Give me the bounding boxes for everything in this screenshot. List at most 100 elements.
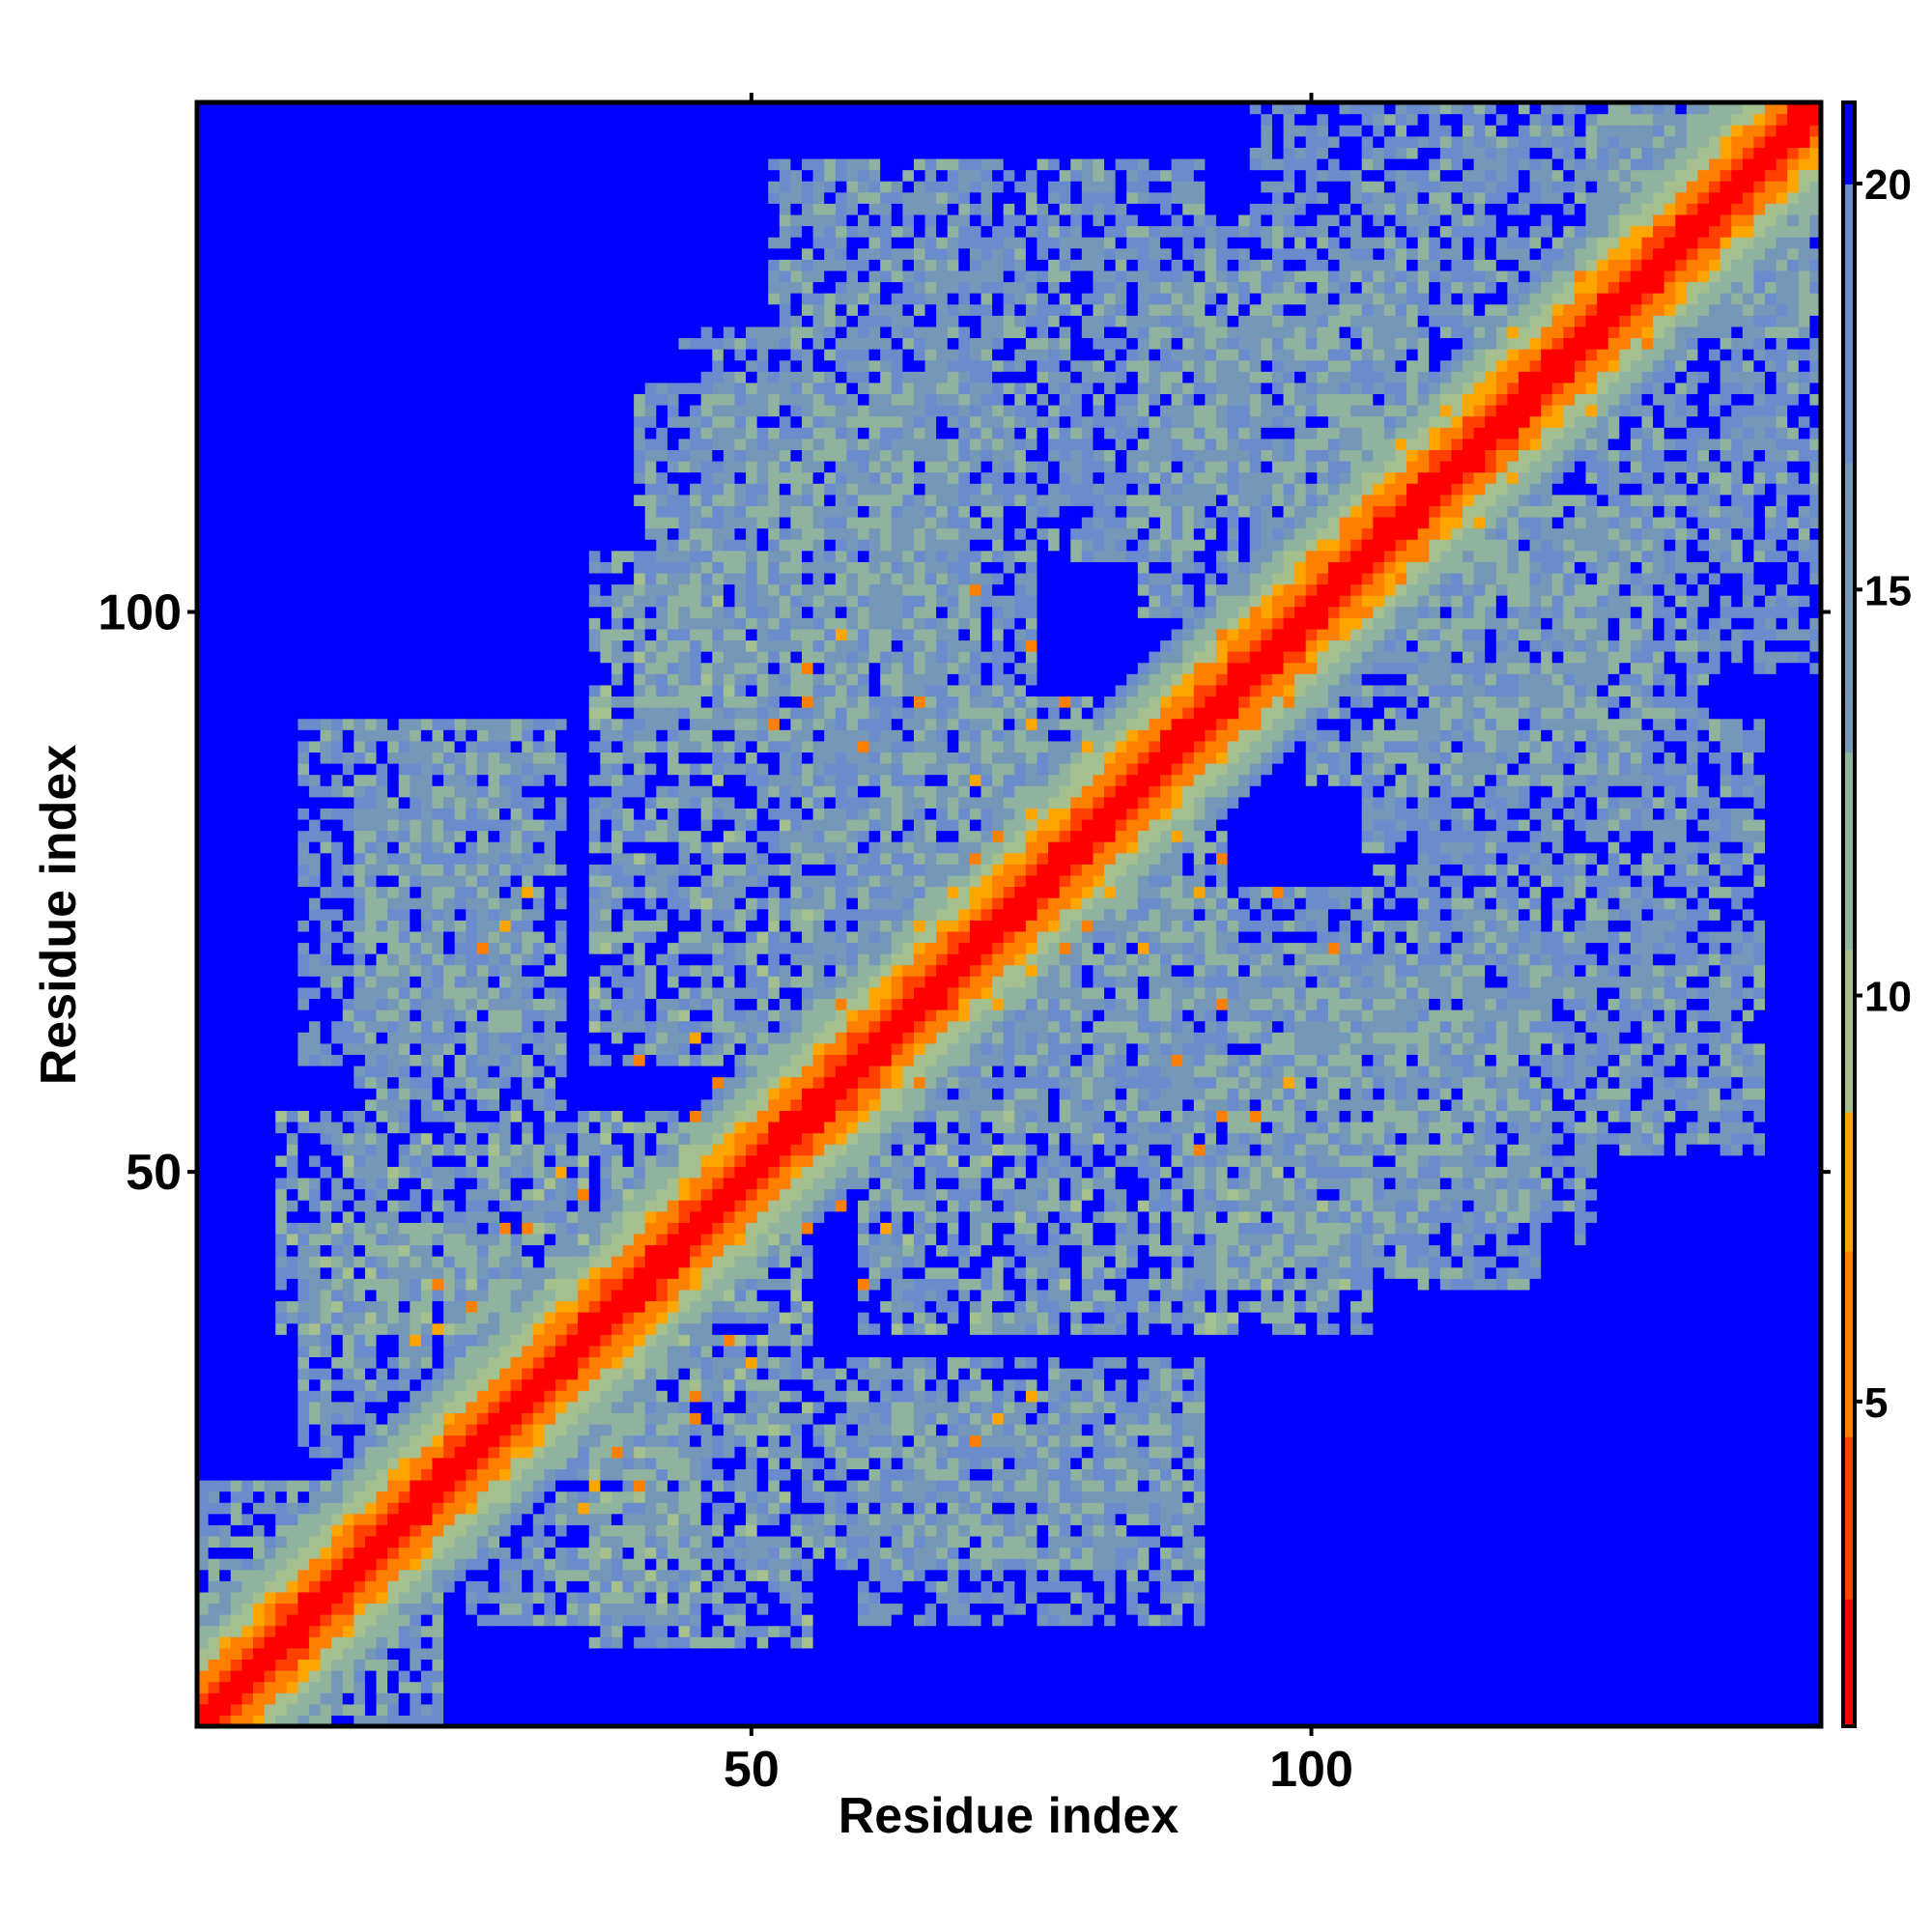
- heatmap-cell: [410, 1290, 421, 1301]
- heatmap-cell: [511, 1234, 523, 1245]
- heatmap-cell: [242, 584, 253, 596]
- heatmap-cell: [253, 1502, 265, 1514]
- heatmap-cell: [298, 595, 309, 607]
- heatmap-cell: [343, 864, 355, 875]
- heatmap-cell: [365, 752, 377, 763]
- heatmap-cell: [477, 1379, 489, 1391]
- heatmap-cell: [443, 427, 455, 439]
- heatmap-cell: [253, 1390, 265, 1402]
- heatmap-cell: [488, 797, 499, 809]
- heatmap-cell: [275, 1424, 287, 1435]
- heatmap-cell: [443, 170, 455, 182]
- heatmap-cell: [410, 785, 421, 797]
- heatmap-cell: [522, 483, 533, 495]
- heatmap-cell: [242, 304, 253, 316]
- heatmap-cell: [343, 349, 355, 360]
- heatmap-cell: [365, 931, 377, 943]
- heatmap-cell: [354, 158, 365, 170]
- heatmap-cell: [354, 573, 365, 584]
- heatmap-cell: [499, 393, 511, 405]
- heatmap-cell: [365, 1189, 377, 1201]
- heatmap-cell: [522, 897, 533, 909]
- heatmap-cell: [432, 1334, 443, 1346]
- heatmap-cell: [309, 953, 321, 965]
- heatmap-cell: [298, 752, 309, 763]
- heatmap-cell: [275, 1636, 287, 1648]
- heatmap-cell: [421, 158, 433, 170]
- heatmap-cell: [578, 1379, 589, 1391]
- heatmap-cell: [511, 785, 523, 797]
- heatmap-cell: [466, 965, 477, 977]
- heatmap-cell: [253, 741, 265, 753]
- heatmap-cell: [376, 673, 387, 685]
- heatmap-cell: [544, 1200, 555, 1211]
- heatmap-cell: [298, 1032, 309, 1043]
- heatmap-cell: [443, 875, 455, 887]
- heatmap-cell: [421, 607, 433, 618]
- heatmap-cell: [376, 1234, 387, 1245]
- heatmap-cell: [219, 617, 231, 629]
- heatmap-cell: [309, 1390, 321, 1402]
- heatmap-cell: [399, 1480, 411, 1492]
- heatmap-cell: [455, 1009, 467, 1021]
- heatmap-cell: [343, 595, 355, 607]
- heatmap-cell: [488, 819, 499, 831]
- heatmap-cell: [477, 1412, 489, 1424]
- heatmap-cell: [219, 987, 231, 999]
- heatmap-cell: [533, 147, 545, 158]
- heatmap-cell: [275, 1234, 287, 1245]
- heatmap-cell: [253, 1480, 265, 1492]
- heatmap-cell: [410, 1468, 421, 1480]
- heatmap-cell: [275, 942, 287, 953]
- heatmap-cell: [466, 170, 477, 182]
- heatmap-cell: [544, 1603, 555, 1614]
- heatmap-cell: [511, 1211, 523, 1223]
- heatmap-cell: [555, 1480, 567, 1492]
- heatmap-cell: [242, 887, 253, 898]
- heatmap-cell: [365, 1290, 377, 1301]
- heatmap-cell: [231, 259, 242, 270]
- heatmap-cell: [354, 181, 365, 192]
- heatmap-cell: [253, 1592, 265, 1604]
- heatmap-cell: [354, 942, 365, 953]
- heatmap-cell: [365, 920, 377, 931]
- heatmap-cell: [242, 147, 253, 158]
- heatmap-cell: [209, 561, 220, 573]
- heatmap-cell: [242, 1390, 253, 1402]
- heatmap-cell: [443, 1580, 455, 1592]
- heatmap-cell: [298, 517, 309, 528]
- heatmap-cell: [209, 1222, 220, 1234]
- heatmap-cell: [432, 639, 443, 651]
- heatmap-cell: [567, 349, 579, 360]
- heatmap-cell: [298, 909, 309, 921]
- heatmap-cell: [298, 607, 309, 618]
- heatmap-cell: [522, 953, 533, 965]
- heatmap-cell: [242, 987, 253, 999]
- heatmap-cell: [209, 1402, 220, 1413]
- heatmap-cell: [376, 1054, 387, 1065]
- heatmap-cell: [522, 595, 533, 607]
- heatmap-cell: [219, 897, 231, 909]
- heatmap-cell: [443, 1144, 455, 1155]
- heatmap-cell: [387, 181, 399, 192]
- heatmap-cell: [309, 1412, 321, 1424]
- heatmap-cell: [567, 1043, 579, 1055]
- heatmap-cell: [321, 495, 332, 506]
- heatmap-cell: [443, 1536, 455, 1548]
- heatmap-cell: [578, 1435, 589, 1447]
- heatmap-cell: [265, 864, 276, 875]
- heatmap-cell: [567, 1334, 579, 1346]
- heatmap-cell: [275, 192, 287, 204]
- heatmap-cell: [533, 1435, 545, 1447]
- heatmap-cell: [488, 192, 499, 204]
- heatmap-cell: [410, 1648, 421, 1660]
- heatmap-cell: [354, 203, 365, 214]
- heatmap-cell: [399, 1548, 411, 1559]
- heatmap-cell: [376, 965, 387, 977]
- heatmap-cell: [488, 1312, 499, 1323]
- heatmap-cell: [455, 293, 467, 304]
- heatmap-cell: [443, 931, 455, 943]
- heatmap-cell: [219, 573, 231, 584]
- heatmap-cell: [253, 561, 265, 573]
- heatmap-cell: [522, 517, 533, 528]
